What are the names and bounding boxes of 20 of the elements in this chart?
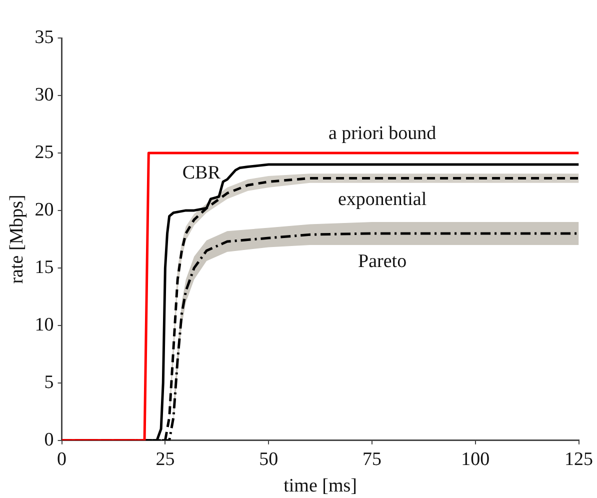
x-axis-title: time [ms] (284, 476, 357, 497)
x-tick-label: 50 (259, 448, 278, 470)
series-label: exponential (338, 188, 427, 210)
x-tick-label: 100 (461, 448, 490, 470)
series-label: a priori bound (328, 122, 437, 144)
y-tick-label: 30 (34, 84, 54, 106)
y-tick-label: 5 (44, 372, 54, 393)
series-label: Pareto (358, 250, 407, 272)
y-tick-label: 35 (34, 26, 54, 48)
series-label: CBR (182, 162, 221, 184)
y-tick-label: 15 (34, 256, 54, 278)
x-tick-label: 125 (564, 448, 593, 470)
y-axis-title: rate [Mbps] (6, 194, 28, 284)
y-tick-label: 10 (34, 314, 54, 336)
y-tick-label: 0 (44, 429, 54, 450)
y-tick-label: 25 (34, 142, 54, 163)
x-tick-label: 75 (362, 448, 382, 470)
y-tick-label: 20 (34, 199, 54, 220)
x-tick-label: 0 (57, 448, 67, 470)
x-tick-label: 25 (156, 448, 175, 470)
